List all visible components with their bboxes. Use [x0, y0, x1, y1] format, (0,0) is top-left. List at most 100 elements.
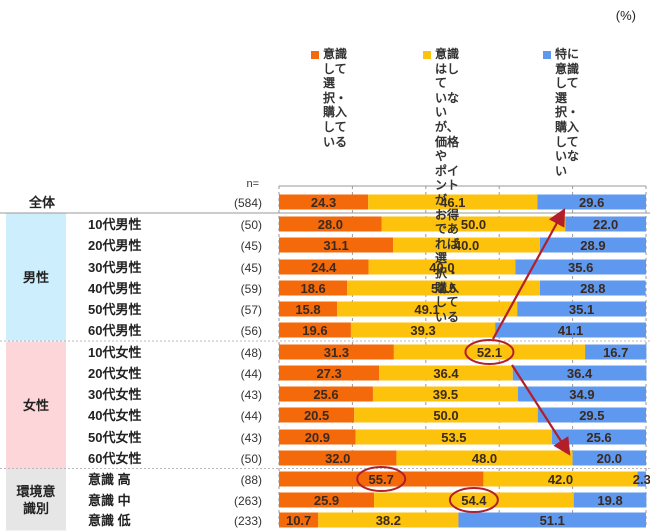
data-label: 54.4 [461, 493, 487, 508]
n-value: (44) [241, 409, 262, 423]
data-label: 20.0 [597, 451, 622, 466]
n-value: (57) [241, 303, 262, 317]
bar-segment [350, 322, 496, 338]
data-label: 25.6 [313, 387, 338, 402]
n-value: (59) [241, 282, 262, 296]
data-label: 29.5 [579, 408, 604, 423]
data-label: 2.3 [633, 472, 650, 487]
bar-segment [585, 344, 647, 360]
category-label: 意識 低 [88, 513, 131, 528]
data-label: 16.7 [603, 345, 628, 360]
data-label: 40.0 [454, 238, 479, 253]
data-label: 10.7 [286, 513, 311, 528]
highlight-circle [448, 487, 499, 513]
data-label: 15.8 [295, 302, 320, 317]
group-band-1 [6, 341, 66, 469]
bar-segment [279, 301, 337, 317]
bar-segment [279, 216, 382, 232]
data-label: 31.1 [323, 238, 348, 253]
bar-segment [512, 365, 647, 381]
category-label: 意識 高 [88, 472, 131, 487]
n-value: (88) [241, 473, 262, 487]
data-label: 28.0 [318, 217, 343, 232]
bar-segment [374, 492, 574, 508]
data-label: 20.9 [305, 430, 330, 445]
bar-segment [279, 194, 369, 210]
n-value: (44) [241, 367, 262, 381]
bar-segment [318, 512, 459, 528]
data-label: 40.0 [429, 260, 454, 275]
group-label-1-0: 女性 [23, 398, 49, 413]
category-label: 30代男性 [88, 260, 141, 275]
group-band-2 [6, 468, 66, 531]
data-label: 25.6 [586, 430, 611, 445]
bar-segment [279, 344, 394, 360]
bar-segment [368, 194, 538, 210]
bar-segment [393, 344, 586, 360]
bar-segment [347, 280, 540, 296]
data-label: 49.1 [414, 302, 439, 317]
data-label: 28.9 [580, 238, 605, 253]
bar-segment [495, 322, 646, 338]
category-label: 40代女性 [88, 408, 141, 423]
n-value: (43) [241, 388, 262, 402]
n-value: (233) [234, 514, 262, 528]
bar-segment [396, 450, 573, 466]
bar-segment [279, 471, 484, 487]
bar-segment [537, 407, 646, 423]
data-label: 31.3 [324, 345, 349, 360]
n-value: (45) [241, 239, 262, 253]
data-label: 38.2 [376, 513, 401, 528]
category-label: 30代女性 [88, 387, 141, 402]
category-label: 60代男性 [88, 323, 141, 338]
bar-segment [393, 237, 540, 253]
bar-segment [279, 512, 319, 528]
bar-segment [279, 429, 356, 445]
data-label: 51.1 [540, 513, 565, 528]
trend-arrow-0 [492, 208, 566, 340]
bar-segment [483, 471, 638, 487]
bar-segment [381, 216, 566, 232]
bar-segment [552, 429, 646, 445]
bar-segment [279, 259, 369, 275]
bar-segment [355, 429, 553, 445]
data-label: 36.4 [567, 366, 593, 381]
data-label: 46.1 [440, 195, 465, 210]
data-label: 28.8 [580, 281, 605, 296]
n-value: (263) [234, 494, 262, 508]
bar-segment [565, 216, 646, 232]
n-header: n= [246, 178, 259, 190]
legend-label-not-conscious: 特に 意識して 選択・購入 して いない [555, 47, 580, 178]
bar-segment [539, 237, 646, 253]
bar-segment [637, 471, 646, 487]
bar-segment [573, 492, 647, 508]
data-label: 24.4 [311, 260, 337, 275]
group-label-2-1: 識別 [23, 501, 49, 516]
bar-segment [279, 492, 375, 508]
data-label: 52.5 [431, 281, 456, 296]
bar-segment [539, 280, 646, 296]
bar-segment [354, 407, 538, 423]
bar-segment [515, 259, 646, 275]
bar-segment [458, 512, 646, 528]
bar-segment [379, 365, 513, 381]
n-value: (45) [241, 261, 262, 275]
data-label: 36.4 [433, 366, 459, 381]
data-label: 53.5 [441, 430, 466, 445]
category-label: 20代女性 [88, 366, 141, 381]
n-value: (48) [241, 346, 262, 360]
data-label: 25.9 [314, 493, 339, 508]
category-label: 50代男性 [88, 302, 141, 317]
highlight-circle [464, 339, 515, 365]
category-label: 10代女性 [88, 345, 141, 360]
data-label: 29.6 [579, 195, 604, 210]
bar-segment [279, 280, 348, 296]
n-value: (50) [241, 218, 262, 232]
data-label: 32.0 [325, 451, 350, 466]
category-label: 意識 中 [88, 493, 131, 508]
category-label: 20代男性 [88, 238, 141, 253]
data-label: 48.0 [472, 451, 497, 466]
bar-segment [279, 450, 397, 466]
bar-segment [279, 386, 373, 402]
